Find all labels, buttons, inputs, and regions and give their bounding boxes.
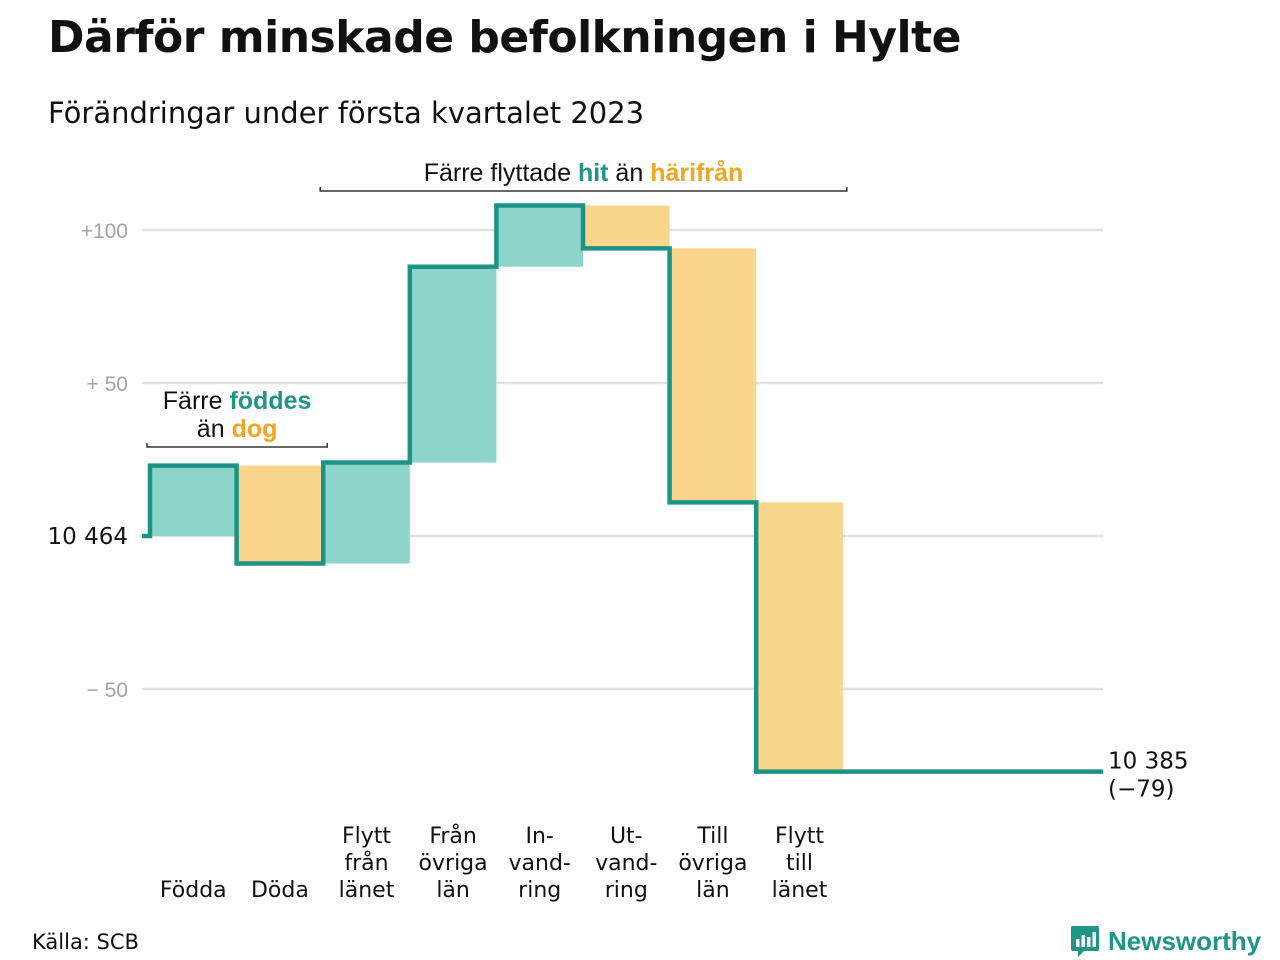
start-value-label: 10 464 [48,524,128,550]
category-label: Flytt [342,824,391,849]
annotation-segment: härifrån [650,159,743,187]
category-label: Flytt [775,824,824,849]
y-tick-label: − 50 [87,679,128,702]
chart-subtitle: Förändringar under första kvartalet 2023 [48,96,645,130]
category-label: från [344,850,388,876]
category-label: Döda [251,878,309,903]
waterfall-bar [756,502,843,772]
category-label: länet [772,878,828,903]
annotation-text: Färre flyttade hit än härifrån [424,159,744,187]
waterfall-bar [236,465,324,564]
waterfall-bar [583,205,670,249]
waterfall-bar [496,205,583,267]
source-note: Källa: SCB [32,930,139,954]
waterfall-bar [409,266,497,463]
waterfall-bar [323,462,410,564]
category-label: In- [526,824,554,849]
annotation-bracket [319,187,848,192]
category-label: vand- [509,851,571,876]
annotation-text: än dog [197,415,278,443]
y-tick-label: +100 [81,220,128,243]
brand-logo: Newsworthy [1070,924,1261,958]
category-label: Ut- [610,824,643,849]
waterfall-bar [669,248,757,503]
annotation-segment: Färre [163,387,230,415]
annotation-segment: än [608,159,650,187]
bar-chart-speech-icon [1071,926,1099,957]
category-label: Från [429,823,477,849]
category-label: län [436,878,470,903]
annotation-text: Färre föddes [163,387,312,415]
annotation-segment: än [197,415,232,443]
annotation-segment: hit [578,159,609,187]
category-label: övriga [678,851,747,876]
end-value-label: (−79) [1108,777,1174,803]
category-label: län [696,878,730,903]
category-label: Födda [160,878,227,903]
annotation-bracket [146,443,328,448]
y-tick-label: + 50 [87,373,128,396]
waterfall-bar [150,465,237,536]
annotation-segment: föddes [229,387,311,415]
brand-name: Newsworthy [1108,925,1262,956]
category-label: till [786,851,813,876]
category-label: ring [518,878,561,903]
category-label: länet [339,878,395,903]
chart-title: Därför minskade befolkningen i Hylte [48,12,961,63]
category-label: Till [696,824,728,849]
end-value-label: 10 385 [1108,749,1188,775]
category-label: vand- [595,851,657,876]
annotation-segment: Färre flyttade [424,159,578,187]
cumulative-step-line [142,203,1103,774]
category-label: övriga [419,851,488,876]
annotation-segment: dog [232,415,278,443]
category-label: ring [605,878,648,903]
